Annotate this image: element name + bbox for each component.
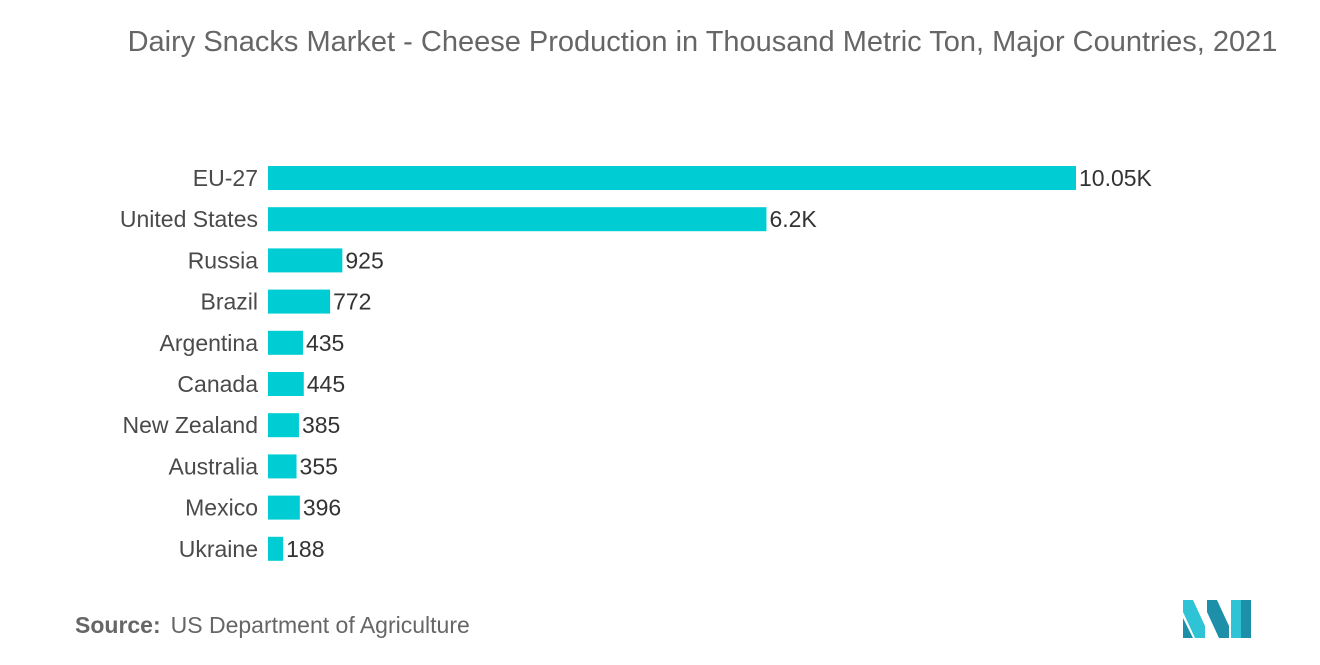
bar-new-zealand xyxy=(268,413,299,438)
source-text: US Department of Agriculture xyxy=(170,612,470,638)
category-label-russia: Russia xyxy=(188,247,259,273)
data-label-russia: 925 xyxy=(345,247,383,273)
category-label-ukraine: Ukraine xyxy=(179,536,258,562)
chart-title: Dairy Snacks Market - Cheese Production … xyxy=(127,26,1278,58)
bar-argentina xyxy=(268,330,303,355)
bar-ukraine xyxy=(268,536,284,561)
bar-chart: EU-27 10.05K United States 6.2K Russia 925 Bra… xyxy=(120,165,1153,562)
source-label: Source: xyxy=(75,612,161,638)
data-label-argentina: 435 xyxy=(306,330,344,356)
category-label-argentina: Argentina xyxy=(160,330,259,356)
category-label-eu-27: EU-27 xyxy=(193,165,258,191)
data-label-canada: 445 xyxy=(307,371,345,397)
category-label-brazil: Brazil xyxy=(200,289,258,315)
bar-russia xyxy=(268,248,343,273)
source-note: Source: US Department of Agriculture xyxy=(75,612,470,639)
category-label-united-states: United States xyxy=(120,206,258,232)
mordor-intelligence-logo-icon xyxy=(1183,600,1251,638)
category-label-new-zealand: New Zealand xyxy=(122,412,258,438)
bar-australia xyxy=(268,454,297,479)
data-label-mexico: 396 xyxy=(303,495,341,521)
bar-eu-27 xyxy=(268,166,1076,190)
data-label-ukraine: 188 xyxy=(286,536,324,562)
data-label-australia: 355 xyxy=(300,453,338,479)
bar-brazil xyxy=(268,289,331,314)
data-label-brazil: 772 xyxy=(333,289,371,315)
category-label-canada: Canada xyxy=(177,371,258,397)
data-label-eu-27: 10.05K xyxy=(1079,165,1153,191)
data-label-united-states: 6.2K xyxy=(769,206,817,232)
category-label-mexico: Mexico xyxy=(185,495,258,521)
data-label-new-zealand: 385 xyxy=(302,412,340,438)
bar-canada xyxy=(268,372,304,396)
bar-mexico xyxy=(268,495,300,520)
bar-united-states xyxy=(268,207,767,232)
category-label-australia: Australia xyxy=(169,453,259,479)
